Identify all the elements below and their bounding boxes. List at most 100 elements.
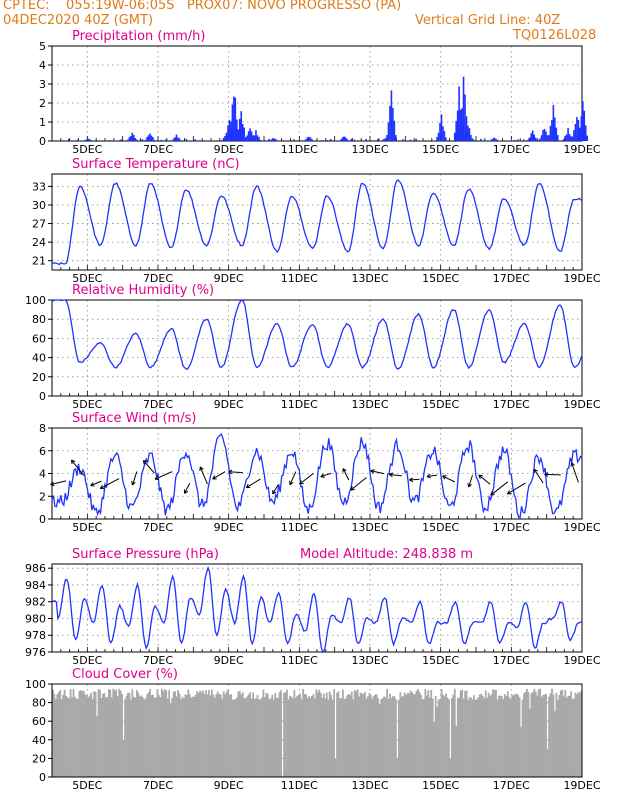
precip-bar bbox=[253, 135, 256, 141]
precip-bar bbox=[586, 135, 589, 141]
cloud-bar bbox=[127, 692, 129, 777]
cloud-bar bbox=[165, 690, 168, 777]
precip-bar bbox=[455, 120, 457, 141]
cloud-bar bbox=[503, 694, 506, 777]
cloud-bar bbox=[138, 696, 141, 777]
cloud-bar bbox=[147, 692, 150, 777]
precip-bar bbox=[76, 139, 79, 141]
cloud-bar bbox=[90, 692, 93, 777]
cloud-bar bbox=[356, 689, 359, 777]
cloud-bar bbox=[537, 689, 540, 777]
cloud-bar bbox=[536, 695, 539, 777]
cloud-bar bbox=[106, 697, 109, 777]
cloud-bar bbox=[308, 696, 310, 777]
precip-bar bbox=[308, 136, 310, 141]
precip-bar bbox=[263, 139, 266, 141]
precip-bar bbox=[243, 127, 245, 141]
cloud-bar bbox=[287, 699, 290, 777]
cloud-bar bbox=[509, 698, 512, 777]
cloud-bar bbox=[342, 689, 344, 777]
wind-arrowhead bbox=[99, 484, 105, 490]
y-tick-label: 60 bbox=[32, 332, 46, 345]
precip-bar bbox=[390, 90, 393, 141]
cloud-bar bbox=[359, 692, 362, 777]
cloud-bar bbox=[530, 693, 533, 777]
precip-bar bbox=[365, 138, 367, 141]
y-tick-label: 21 bbox=[32, 255, 46, 268]
cloud-bar bbox=[107, 689, 110, 777]
cloud-bar bbox=[94, 691, 97, 777]
cloud-bar bbox=[502, 699, 505, 777]
x-tick-label: 5DEC bbox=[72, 654, 102, 667]
cloud-bar bbox=[172, 691, 175, 777]
cloud-bar bbox=[174, 691, 176, 777]
x-tick-label: 11DEC bbox=[281, 779, 318, 792]
precip-bar bbox=[171, 140, 173, 141]
cloud-bar bbox=[555, 692, 558, 777]
cloud-bar bbox=[113, 690, 116, 777]
cloud-bar bbox=[577, 691, 580, 777]
cloud-bar bbox=[244, 698, 247, 777]
cloud-bar bbox=[397, 699, 400, 777]
cloud-bar bbox=[477, 697, 480, 777]
cloud-bar bbox=[77, 699, 79, 777]
cloud-bar bbox=[243, 697, 246, 777]
cloud-bar bbox=[305, 694, 307, 777]
cloud-bar bbox=[78, 690, 81, 777]
precip-bar bbox=[381, 139, 384, 141]
cloud-bar bbox=[543, 694, 546, 777]
cloud-bar bbox=[462, 698, 465, 777]
precip-bar bbox=[274, 138, 276, 141]
y-tick-label: 24 bbox=[32, 236, 46, 249]
wind-vector bbox=[131, 471, 138, 486]
cloud-bar bbox=[105, 697, 107, 777]
cloud-bar bbox=[54, 698, 57, 777]
precip-bar bbox=[565, 134, 568, 141]
precip-bar bbox=[272, 138, 275, 141]
cloud-bar bbox=[280, 690, 282, 777]
wind-arrowhead bbox=[245, 483, 251, 489]
cloud-bar bbox=[499, 695, 502, 777]
cloud-bar bbox=[209, 695, 212, 777]
wind-vector bbox=[154, 471, 173, 480]
cloud-bar bbox=[278, 692, 281, 777]
cloud-bar bbox=[300, 698, 303, 777]
precip-bar bbox=[342, 137, 344, 141]
y-tick-label: 30 bbox=[32, 199, 46, 212]
cloud-bar bbox=[283, 692, 285, 777]
wind-vector bbox=[507, 482, 526, 495]
precip-bar bbox=[571, 136, 574, 141]
cloud-bar bbox=[355, 691, 358, 777]
x-tick-label: 15DEC bbox=[422, 654, 459, 667]
x-tick-label: 9DEC bbox=[214, 779, 244, 792]
wind-vector bbox=[442, 475, 456, 483]
precip-bar bbox=[247, 131, 250, 141]
cloud-bar bbox=[545, 693, 547, 777]
y-tick-label: 8 bbox=[39, 422, 46, 435]
y-tick-label: 2 bbox=[39, 97, 46, 110]
precip-bar bbox=[233, 96, 235, 141]
series-line bbox=[51, 178, 583, 266]
precip-bar bbox=[470, 134, 472, 141]
cloud-bar bbox=[409, 690, 412, 777]
cloud-bar bbox=[328, 691, 331, 777]
cloud-bar bbox=[496, 699, 499, 777]
precip-bar bbox=[472, 139, 475, 141]
precip-bar bbox=[147, 135, 150, 141]
cloud-bar bbox=[392, 696, 394, 777]
cloud-bar bbox=[294, 697, 297, 777]
cloud-bar bbox=[549, 693, 552, 777]
x-tick-label: 13DEC bbox=[351, 779, 388, 792]
cloud-bar bbox=[228, 695, 231, 777]
cloud-bar bbox=[330, 694, 333, 777]
precip-bar bbox=[536, 139, 538, 141]
cloud-bar bbox=[367, 696, 369, 777]
cloud-bar bbox=[197, 692, 200, 777]
precip-bar bbox=[224, 137, 226, 141]
cloud-bar bbox=[188, 694, 191, 777]
precip-bar bbox=[222, 137, 225, 141]
cloud-bar bbox=[152, 694, 154, 777]
precip-bar bbox=[480, 138, 482, 141]
precip-bar bbox=[545, 131, 547, 141]
cloud-bar bbox=[291, 698, 294, 777]
